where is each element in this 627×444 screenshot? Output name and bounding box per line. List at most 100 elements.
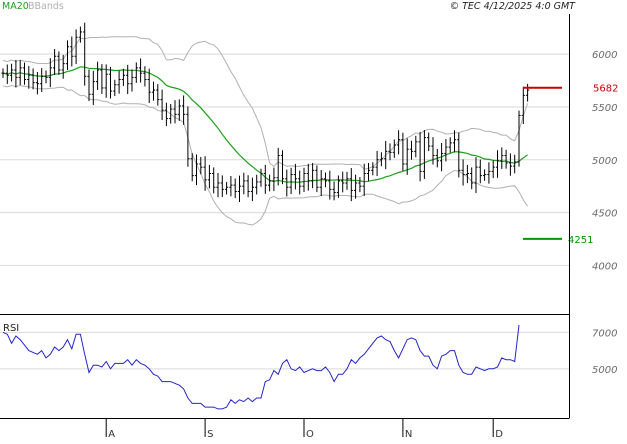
price-bar — [203, 156, 207, 191]
price-bar — [70, 36, 74, 67]
price-bar — [216, 172, 220, 198]
price-bar — [100, 64, 104, 94]
price-bar — [478, 159, 482, 184]
price-bar — [263, 164, 267, 194]
price-bar — [156, 84, 160, 106]
price-tick-label: 5000 — [592, 156, 617, 167]
price-bar — [48, 58, 52, 88]
price-bar — [504, 149, 508, 169]
price-bar — [190, 153, 194, 182]
lower-band-line — [2, 84, 529, 226]
price-bar — [147, 68, 151, 104]
price-tick-label: 4000 — [592, 261, 617, 272]
price-tick-label: 5500 — [592, 103, 617, 114]
price-bar — [306, 163, 310, 191]
price-bar — [220, 175, 224, 197]
price-bar — [474, 157, 478, 194]
price-bar — [35, 71, 39, 95]
price-bar — [431, 137, 435, 165]
rsi-label: RSI — [3, 323, 19, 334]
rsi-gridlines — [0, 331, 569, 370]
date-tick-label: N — [405, 429, 412, 440]
price-bar — [341, 171, 345, 193]
price-bar — [143, 66, 147, 87]
price-bar — [126, 64, 130, 95]
price-bar — [177, 99, 181, 121]
date-tick-label: S — [207, 429, 213, 440]
price-bar — [362, 163, 366, 197]
price-bar — [500, 147, 504, 169]
price-bar — [280, 150, 285, 185]
price-bar — [483, 169, 487, 181]
ma20-legend: MA20 — [2, 1, 29, 12]
price-bar — [31, 68, 35, 90]
price-bar — [521, 86, 525, 125]
price-bar — [212, 167, 216, 194]
price-bar — [298, 170, 302, 195]
price-bar — [311, 163, 315, 189]
price-bar — [513, 154, 517, 174]
price-bar — [414, 135, 418, 158]
price-bar — [104, 64, 108, 98]
price-bar — [272, 167, 276, 192]
price-bar — [293, 163, 297, 190]
rsi-tick-label: 5000 — [592, 365, 617, 376]
price-bar — [371, 162, 375, 176]
price-bar — [384, 140, 388, 170]
price-bar — [315, 165, 319, 193]
level-markers: 5682 4251 — [523, 84, 618, 246]
price-bar — [336, 175, 340, 198]
price-bar — [27, 66, 31, 89]
price-bar — [444, 139, 448, 162]
date-tick-label: O — [306, 429, 314, 440]
price-bar — [78, 26, 82, 43]
price-bar — [139, 58, 143, 83]
price-bar — [130, 69, 134, 92]
price-bar — [182, 95, 186, 125]
price-bar — [457, 132, 461, 178]
price-bar — [255, 174, 259, 195]
bollinger-bands — [2, 36, 529, 226]
price-bar — [74, 29, 78, 65]
price-bar — [83, 22, 87, 86]
price-bar — [375, 150, 379, 177]
price-bar — [388, 143, 392, 161]
price-bar — [61, 54, 65, 79]
price-bar — [405, 138, 409, 175]
price-bar — [379, 152, 383, 167]
price-bar — [440, 142, 444, 172]
price-bar — [199, 156, 203, 175]
resistance-label: 5682 — [593, 84, 618, 95]
price-bar — [358, 177, 362, 193]
price-bar — [465, 164, 469, 184]
price-bar — [319, 170, 323, 197]
price-bar — [323, 172, 328, 188]
copyright-text: © TEC 4/12/2025 4:0 GMT — [450, 1, 577, 12]
bbands-legend: BBands — [28, 1, 64, 12]
price-bar — [22, 62, 27, 85]
price-bar — [526, 83, 530, 102]
price-bar — [242, 172, 246, 195]
price-bar — [53, 48, 57, 76]
price-bar — [173, 100, 177, 124]
price-bar — [409, 140, 414, 160]
price-bar — [427, 132, 431, 152]
price-bar — [328, 170, 332, 200]
price-bar — [151, 81, 156, 101]
price-bar — [491, 160, 495, 179]
price-bar — [349, 168, 353, 202]
price-bar — [448, 137, 452, 153]
price-bar — [259, 168, 263, 187]
price-bar — [225, 182, 229, 195]
date-tick-label: D — [495, 429, 503, 440]
price-bar — [246, 175, 250, 198]
rsi-tick-label: 7000 — [592, 328, 617, 339]
y-tick-labels: 4000 4500 5000 5500 6000 5000 7000 — [592, 50, 617, 376]
price-bar — [117, 70, 121, 94]
rsi-line-group — [2, 325, 520, 410]
price-bar — [508, 153, 512, 176]
price-bar — [302, 167, 306, 192]
price-bar — [121, 68, 125, 86]
